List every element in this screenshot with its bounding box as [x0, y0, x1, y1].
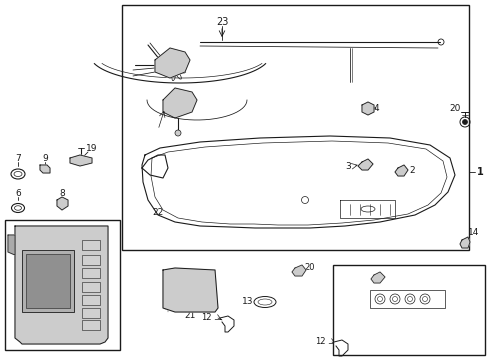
- Text: 6: 6: [15, 189, 21, 198]
- Text: 19: 19: [86, 144, 98, 153]
- Bar: [22, 250, 74, 312]
- Text: 9: 9: [42, 153, 48, 162]
- Text: 2: 2: [408, 166, 414, 175]
- Text: 1: 1: [476, 167, 482, 177]
- Text: 23: 23: [215, 17, 228, 27]
- Circle shape: [175, 130, 181, 136]
- Text: 20: 20: [448, 104, 460, 113]
- Text: 12: 12: [314, 338, 325, 346]
- Bar: [82, 320, 100, 330]
- Text: 10: 10: [93, 240, 103, 249]
- Polygon shape: [155, 48, 190, 78]
- Text: 22: 22: [152, 207, 163, 216]
- Bar: [82, 308, 100, 318]
- Bar: [5, 220, 120, 350]
- Text: 11: 11: [93, 261, 103, 270]
- Text: 5: 5: [59, 343, 65, 353]
- Text: 20: 20: [304, 262, 315, 271]
- Text: 4: 4: [372, 104, 378, 113]
- Polygon shape: [370, 272, 384, 283]
- Text: 17: 17: [424, 292, 434, 301]
- Polygon shape: [357, 159, 372, 170]
- Bar: [82, 240, 100, 250]
- Polygon shape: [15, 226, 108, 344]
- Polygon shape: [8, 235, 15, 255]
- Polygon shape: [459, 237, 469, 248]
- Polygon shape: [361, 102, 373, 115]
- Bar: [122, 5, 468, 250]
- Polygon shape: [163, 268, 218, 312]
- Polygon shape: [40, 165, 50, 173]
- Polygon shape: [57, 197, 68, 210]
- Text: 3: 3: [345, 162, 350, 171]
- Polygon shape: [163, 88, 197, 118]
- Text: 7: 7: [15, 153, 21, 162]
- Text: 16: 16: [346, 270, 357, 279]
- Bar: [82, 255, 100, 265]
- Text: 15: 15: [472, 292, 482, 301]
- Text: 18: 18: [346, 292, 357, 301]
- Polygon shape: [70, 155, 92, 166]
- Bar: [26, 254, 70, 308]
- Circle shape: [462, 120, 467, 125]
- Bar: [82, 268, 100, 278]
- Polygon shape: [394, 165, 407, 176]
- Bar: [82, 295, 100, 305]
- Text: 12: 12: [201, 314, 211, 323]
- Text: 13: 13: [242, 297, 253, 306]
- Text: 21: 21: [184, 311, 195, 320]
- Text: 8: 8: [59, 189, 65, 198]
- Bar: [332, 265, 484, 355]
- Bar: [82, 282, 100, 292]
- Bar: [369, 290, 444, 308]
- Text: 14: 14: [468, 228, 479, 237]
- Polygon shape: [291, 265, 305, 276]
